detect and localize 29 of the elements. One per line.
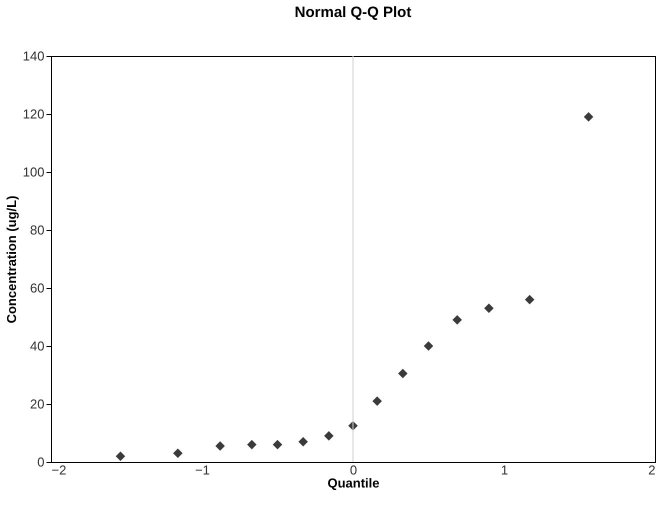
y-axis-title: Concentration (ug/L) [4, 196, 19, 324]
point [424, 341, 434, 351]
y-tick-label: 140 [22, 48, 44, 64]
point [298, 436, 308, 446]
point [116, 451, 126, 461]
y-tick-label: 60 [30, 280, 44, 296]
y-tick-label: 80 [30, 222, 44, 238]
chart-title: Normal Q-Q Plot [294, 4, 412, 21]
point [584, 112, 594, 122]
y-tick-label: 20 [30, 396, 44, 412]
x-axis-title: Quantile [327, 476, 380, 490]
point [272, 440, 282, 450]
x-tick-label: 0 [350, 462, 358, 478]
x-tick-label: 1 [500, 462, 508, 478]
point [398, 368, 408, 378]
point [324, 431, 334, 441]
point [247, 440, 257, 450]
x-tick-label: −1 [195, 462, 210, 478]
y-tick-label: 100 [22, 164, 44, 180]
point [215, 441, 225, 451]
point [372, 396, 382, 406]
point [484, 304, 494, 314]
y-tick-label: 120 [22, 106, 44, 122]
point [524, 294, 534, 304]
y-tick-label: 40 [30, 338, 44, 354]
x-tick-label: 2 [648, 462, 656, 478]
x-tick-label: −2 [52, 462, 66, 478]
point [173, 448, 183, 458]
point [452, 315, 462, 325]
